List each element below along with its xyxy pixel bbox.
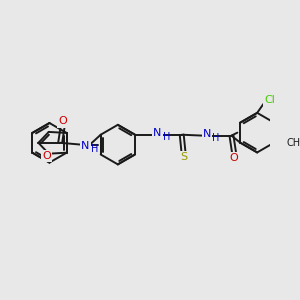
Text: N: N [203,129,211,139]
Text: H: H [163,132,170,142]
Text: O: O [230,153,239,163]
Text: O: O [43,152,51,161]
Text: Cl: Cl [264,95,275,105]
Text: H: H [91,144,98,154]
Text: N: N [153,128,161,138]
Text: H: H [212,133,220,143]
Text: S: S [180,152,187,162]
Text: CH₃: CH₃ [286,137,300,148]
Text: N: N [81,140,90,151]
Text: O: O [58,116,67,126]
